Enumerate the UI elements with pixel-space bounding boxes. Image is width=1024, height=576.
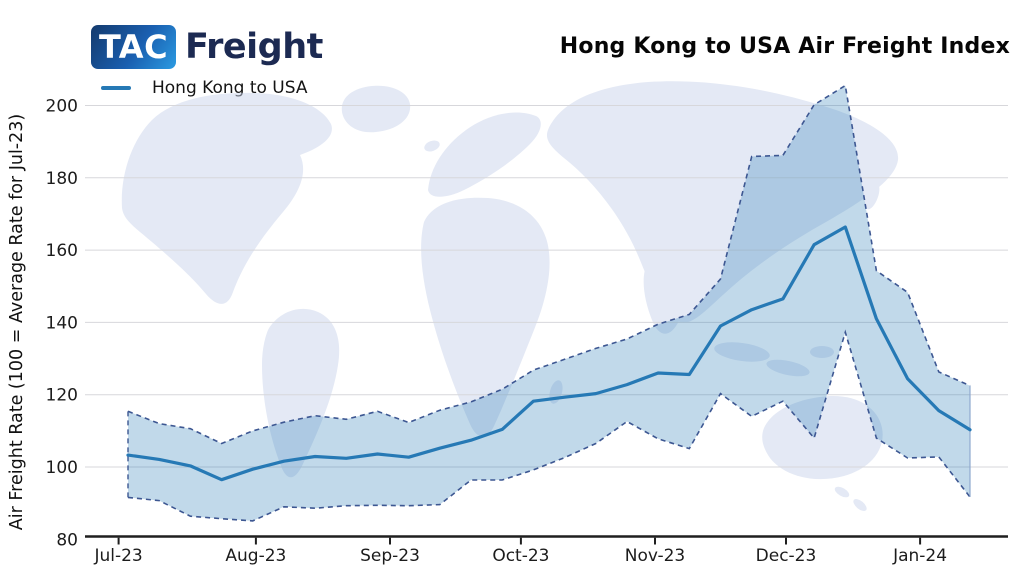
y-axis-label: Air Freight Rate (100 = Average Rate for… xyxy=(7,114,27,530)
x-tick-label: Jan-24 xyxy=(892,546,947,566)
y-tick-label: 140 xyxy=(46,313,78,333)
map-asia xyxy=(546,81,899,323)
y-tick-label: 100 xyxy=(46,458,78,478)
band-lower-edge xyxy=(127,329,971,522)
map-africa xyxy=(421,197,550,437)
logo-freight-text: Freight xyxy=(185,27,323,67)
x-tick-label: Oct-23 xyxy=(492,546,549,566)
x-tick-label: Aug-23 xyxy=(225,546,286,566)
x-tick-labels: Jul-23 Aug-23 Sep-23 Oct-23 Nov-23 Dec-23 Jan-… xyxy=(93,546,947,566)
map-europe xyxy=(428,112,541,197)
world-map-watermark xyxy=(121,81,899,511)
index-line xyxy=(126,225,972,482)
map-indonesia-1 xyxy=(714,342,770,362)
tac-freight-logo: TAC xyxy=(91,25,176,69)
map-australia xyxy=(762,395,883,480)
y-tick-label: 80 xyxy=(56,530,78,550)
logo-tac-text: TAC xyxy=(98,28,169,66)
y-tick-label: 160 xyxy=(46,241,78,261)
map-japan xyxy=(864,182,880,210)
map-new-zealand-2 xyxy=(853,499,867,511)
x-tick-label: Dec-23 xyxy=(756,546,817,566)
x-tick-marks xyxy=(117,537,922,545)
x-tick-label: Jul-23 xyxy=(93,546,142,566)
chart-title: Hong Kong to USA Air Freight Index xyxy=(559,34,1010,59)
y-tick-label: 180 xyxy=(46,169,78,189)
y-tick-label: 120 xyxy=(46,386,78,406)
legend-label: Hong Kong to USA xyxy=(152,78,308,98)
legend-line-sample xyxy=(101,86,131,90)
map-india xyxy=(643,255,690,334)
map-indonesia-2 xyxy=(766,359,810,377)
y-tick-label: 200 xyxy=(46,97,78,117)
map-greenland xyxy=(341,85,411,133)
map-uk xyxy=(424,140,440,152)
map-new-zealand-1 xyxy=(834,486,850,498)
map-indonesia-3 xyxy=(810,346,834,358)
map-south-america xyxy=(262,308,340,478)
x-tick-label: Sep-23 xyxy=(360,546,420,566)
x-tick-label: Nov-23 xyxy=(625,546,686,566)
map-north-america xyxy=(121,92,332,304)
y-tick-labels: 80 100 120 140 160 180 200 xyxy=(46,97,78,551)
confidence-band xyxy=(128,85,970,521)
